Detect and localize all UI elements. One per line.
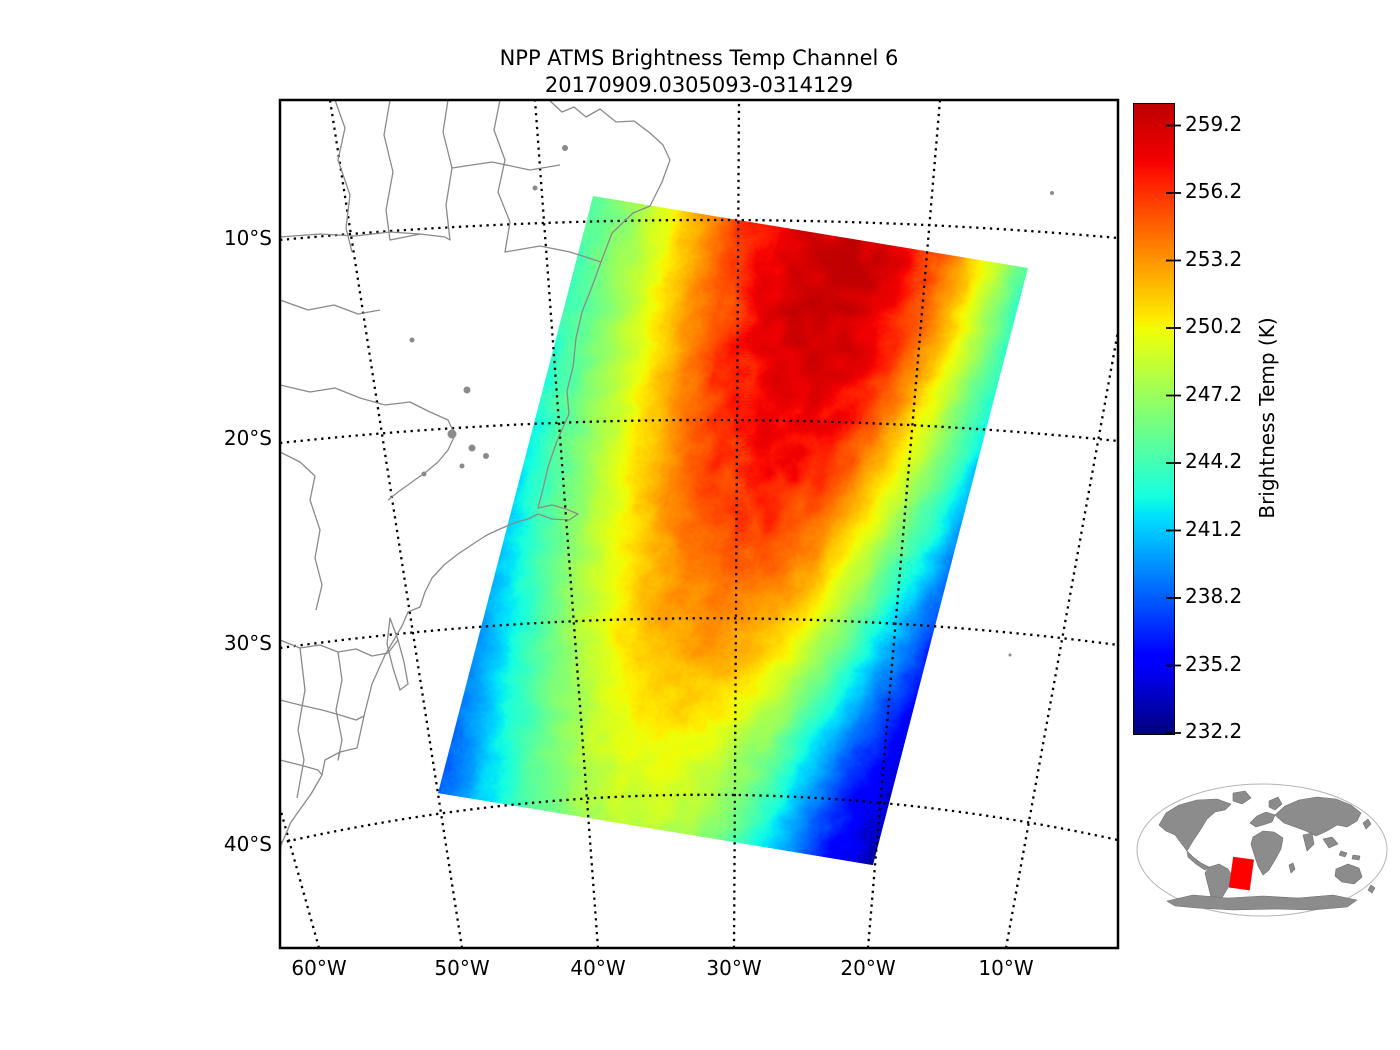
land-speck bbox=[409, 337, 415, 343]
border-center-1 bbox=[280, 384, 456, 501]
inset-asia bbox=[1274, 796, 1362, 837]
inset-north-america bbox=[1158, 798, 1232, 852]
land-speck bbox=[447, 429, 457, 439]
colorbar-tick-label: 259.2 bbox=[1185, 111, 1243, 136]
border-ne-3 bbox=[442, 100, 453, 241]
lon-tick-label: 30°W bbox=[706, 956, 762, 980]
colorbar-tick-label: 238.2 bbox=[1185, 584, 1243, 608]
chart-subtitle: 20170909.0305093-0314129 bbox=[544, 73, 854, 97]
inset-madagascar bbox=[1288, 862, 1296, 874]
land-speck bbox=[562, 145, 568, 151]
chart-title: NPP ATMS Brightness Temp Channel 6 bbox=[499, 46, 899, 70]
border-south-3 bbox=[296, 647, 306, 799]
inset-southeast-asia bbox=[1322, 836, 1339, 849]
border-line-horizontal bbox=[280, 231, 446, 238]
border-south-1 bbox=[280, 639, 399, 657]
inset-antarctica bbox=[1166, 894, 1358, 911]
lon-tick-label: 50°W bbox=[434, 956, 490, 980]
land-speck bbox=[463, 386, 471, 394]
inset-indonesia bbox=[1338, 850, 1348, 858]
inset-continents bbox=[1158, 790, 1376, 911]
colorbar-tick-label: 241.2 bbox=[1185, 516, 1243, 541]
colorbar-tick-label: 250.2 bbox=[1185, 314, 1243, 338]
lagoon-outline bbox=[386, 617, 409, 691]
locator-inset-map bbox=[1136, 783, 1388, 917]
inset-indonesia-2 bbox=[1351, 854, 1361, 861]
colorbar-tick-label: 232.2 bbox=[1185, 719, 1243, 743]
border-south-4 bbox=[280, 699, 365, 721]
land-speck bbox=[468, 444, 476, 452]
border-south-2 bbox=[335, 651, 343, 761]
inset-swath-marker bbox=[1228, 856, 1254, 891]
land-speck bbox=[483, 453, 489, 459]
lon-tick-label: 20°W bbox=[840, 956, 896, 980]
lat-tick-label: 40°S bbox=[223, 832, 272, 856]
border-ne-2 bbox=[383, 100, 421, 241]
inset-greenland bbox=[1232, 790, 1252, 805]
inset-japan bbox=[1362, 818, 1372, 830]
land-speck bbox=[532, 185, 538, 191]
inset-australia bbox=[1334, 863, 1363, 885]
swath-heatmap bbox=[438, 196, 1029, 866]
border-ne-5 bbox=[451, 161, 561, 171]
border-paraguay bbox=[280, 451, 323, 611]
lon-tick-label: 10°W bbox=[978, 956, 1034, 980]
colorbar-tick-label: 247.2 bbox=[1185, 381, 1243, 406]
colorbar-title: Brightness Temp (K) bbox=[1255, 317, 1279, 519]
land-speck bbox=[421, 471, 427, 477]
colorbar-tick-label: 256.2 bbox=[1185, 179, 1243, 203]
land-speck bbox=[459, 463, 465, 469]
island-speck bbox=[1050, 191, 1054, 195]
lat-tick-label: 20°S bbox=[223, 426, 272, 450]
inset-africa bbox=[1250, 830, 1284, 876]
lon-tick-label: 40°W bbox=[570, 956, 626, 980]
border-center-2 bbox=[280, 299, 381, 315]
border-ne-1 bbox=[334, 100, 353, 253]
inset-india bbox=[1302, 832, 1315, 852]
lat-tick-label: 30°S bbox=[223, 631, 272, 655]
lon-tick-label: 60°W bbox=[291, 956, 347, 980]
inset-scandinavia bbox=[1268, 796, 1283, 811]
inset-central-america bbox=[1186, 850, 1210, 871]
colorbar bbox=[1133, 103, 1175, 735]
lat-tick-label: 10°S bbox=[223, 226, 272, 250]
colorbar-tick-label: 244.2 bbox=[1185, 449, 1243, 473]
colorbar-tick-label: 253.2 bbox=[1185, 246, 1243, 271]
meridian-50w bbox=[328, 100, 464, 948]
colorbar-tick-label: 235.2 bbox=[1185, 651, 1243, 676]
inset-europe bbox=[1249, 811, 1276, 828]
meridian-60w bbox=[280, 807, 321, 948]
island-speck bbox=[1008, 653, 1012, 657]
inset-new-zealand bbox=[1367, 884, 1376, 894]
border-south-5 bbox=[280, 759, 323, 776]
